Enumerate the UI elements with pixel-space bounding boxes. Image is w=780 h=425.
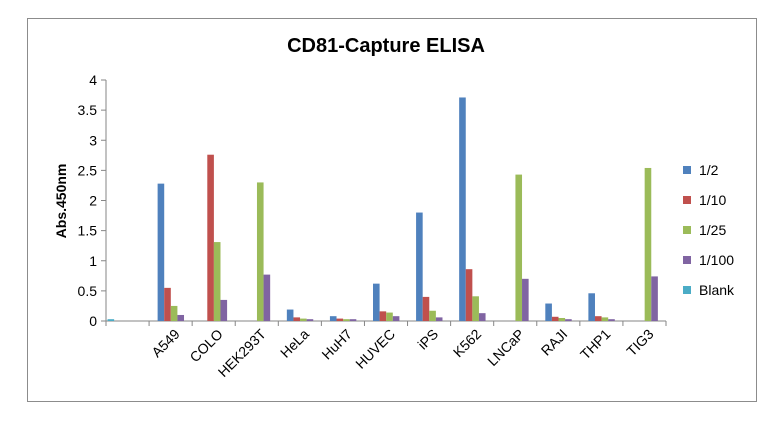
bar-1-10: [551, 316, 559, 321]
x-tick-label: A549: [148, 326, 183, 361]
legend-swatch: [683, 166, 691, 174]
x-tick-label: THP1: [577, 326, 614, 363]
x-tick-label: HUVEC: [352, 326, 398, 372]
bar-1-2: [157, 183, 165, 321]
bar-1-2: [373, 283, 380, 321]
y-tick-label: 4: [89, 72, 97, 88]
bar-1-100: [608, 319, 615, 321]
legend-swatch: [683, 226, 691, 234]
chart-title: CD81-Capture ELISA: [287, 35, 485, 57]
bar-1-10: [293, 317, 301, 321]
legend-label: 1/100: [699, 252, 734, 268]
bar-1-100: [565, 319, 572, 321]
y-tick-label: 0: [89, 313, 97, 329]
bar-1-10: [336, 318, 344, 321]
legend-swatch: [683, 256, 691, 264]
bar-1-10: [207, 154, 214, 321]
y-tick-label: 3: [89, 132, 97, 148]
bar-1-25: [558, 317, 566, 321]
legend-label: 1/2: [699, 162, 719, 178]
bar-1-100: [392, 316, 400, 321]
bar-1-10: [422, 296, 430, 321]
x-tick-label: iPS: [414, 326, 441, 353]
bar-1-25: [472, 296, 479, 321]
bar-1-10: [594, 316, 602, 321]
legend-label: 1/25: [699, 222, 726, 238]
bar-1-25: [515, 174, 523, 321]
bar-1-100: [522, 278, 529, 321]
legend: 1/2 1/10 1/25 1/100 Blank: [683, 162, 735, 298]
bar-1-2: [416, 212, 423, 321]
x-tick-label: COLO: [186, 326, 225, 365]
bar-1-25: [213, 242, 221, 321]
bar-1-100: [651, 276, 658, 321]
bar-1-25: [300, 318, 307, 321]
bar-blank: [107, 319, 115, 321]
bar-1-25: [644, 167, 652, 321]
y-tick-label: 3.5: [78, 102, 98, 118]
bar-1-10: [164, 287, 171, 321]
legend-swatch: [683, 286, 691, 294]
bar-1-100: [435, 317, 443, 321]
x-tick-label: RAJI: [538, 326, 571, 359]
legend-swatch: [683, 196, 691, 204]
y-ticks: 0 0.5 1 1.5 2 2.5 3 3.5 4: [78, 72, 106, 329]
x-tick-label: HeLa: [277, 326, 312, 361]
y-tick-label: 2: [89, 193, 97, 209]
legend-label: Blank: [699, 282, 735, 298]
y-tick-label: 1: [89, 253, 97, 269]
bars: [107, 97, 658, 321]
bar-1-2: [545, 303, 552, 321]
bar-1-10: [465, 269, 473, 321]
bar-1-2: [588, 293, 595, 321]
x-tick-label: HEK293T: [215, 325, 270, 380]
axes: [105, 80, 666, 322]
y-tick-label: 1.5: [78, 223, 98, 239]
x-tick-label: HuH7: [318, 326, 355, 363]
bar-1-2: [329, 316, 337, 321]
bar-1-25: [601, 317, 609, 321]
bar-1-25: [343, 319, 350, 321]
bar-1-100: [306, 319, 314, 321]
bar-1-2: [459, 97, 466, 321]
y-tick-label: 2.5: [78, 162, 98, 178]
bar-1-25: [386, 312, 393, 321]
bar-1-100: [220, 299, 228, 321]
bar-1-25: [256, 182, 264, 321]
y-axis-label: Abs.450nm: [53, 164, 69, 239]
x-tick-label: LNCaP: [484, 326, 527, 369]
bar-1-100: [349, 319, 357, 321]
bar-1-25: [429, 310, 436, 321]
bar-1-100: [263, 274, 271, 321]
legend-label: 1/10: [699, 192, 726, 208]
bar-1-100: [177, 314, 185, 321]
chart-area: [27, 18, 757, 402]
bar-1-10: [379, 311, 387, 321]
y-tick-label: 0.5: [78, 283, 98, 299]
x-tick-label: K562: [450, 326, 485, 361]
bar-1-100: [478, 313, 486, 321]
bar-1-25: [170, 305, 178, 321]
x-tick-label: TIG3: [623, 326, 656, 359]
bar-1-2: [286, 309, 294, 321]
